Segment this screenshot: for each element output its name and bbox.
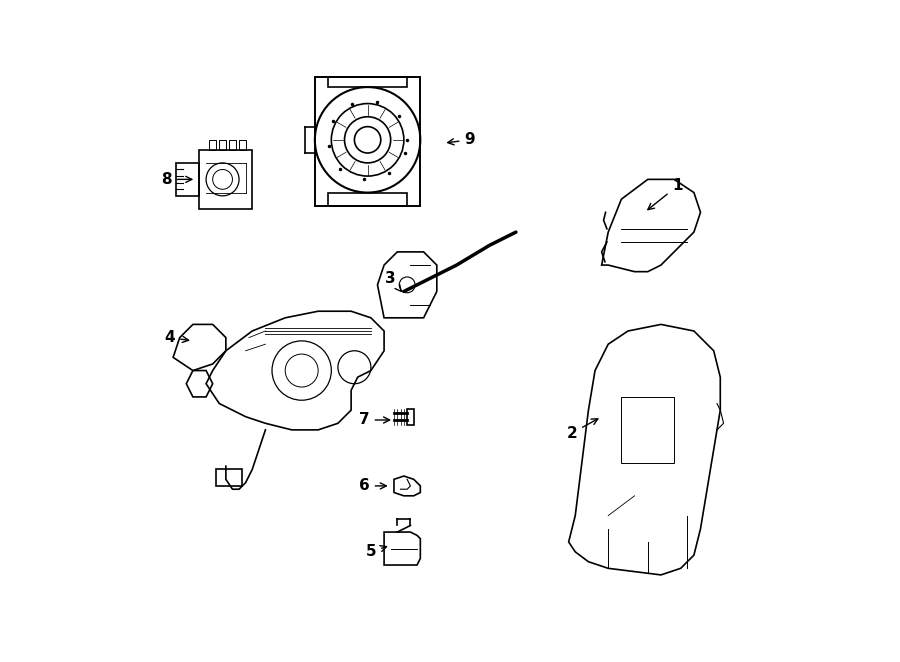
Text: 1: 1 [648, 179, 683, 210]
Text: 3: 3 [385, 271, 401, 291]
Text: 6: 6 [359, 479, 386, 493]
Text: 2: 2 [567, 419, 598, 441]
Text: 4: 4 [165, 330, 189, 345]
Text: 9: 9 [447, 132, 475, 148]
Text: 5: 5 [365, 544, 387, 559]
Text: 8: 8 [161, 172, 192, 187]
Text: 7: 7 [359, 412, 390, 428]
